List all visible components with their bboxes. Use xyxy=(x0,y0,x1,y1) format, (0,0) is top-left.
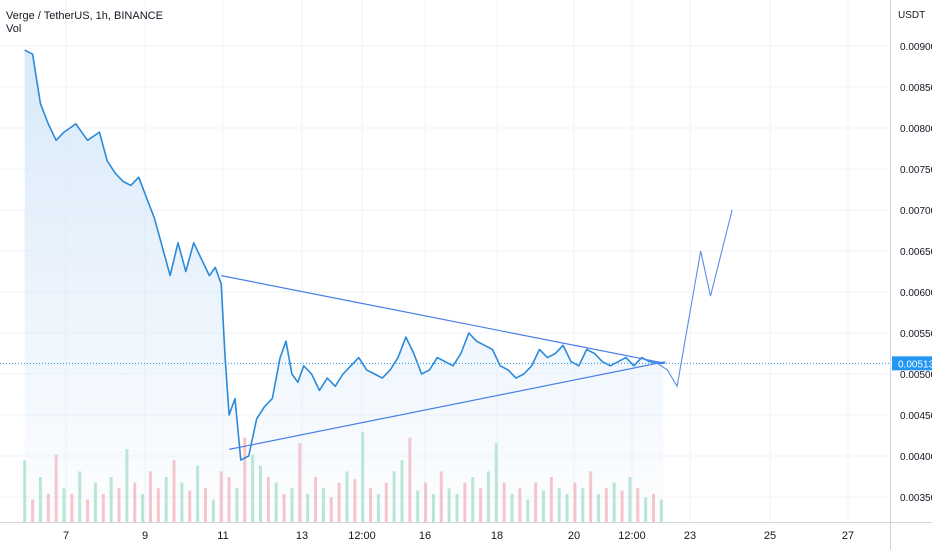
price-line[interactable] xyxy=(24,49,664,461)
price-area-fill xyxy=(24,50,664,522)
time-tick-label: 20 xyxy=(568,530,580,542)
time-tick-label: 7 xyxy=(63,530,69,542)
price-unit-label: USDT xyxy=(898,10,926,21)
time-tick-label: 25 xyxy=(764,530,776,542)
time-tick-label: 13 xyxy=(296,530,308,542)
time-tick-label: 16 xyxy=(419,530,431,542)
projection-path[interactable] xyxy=(657,209,733,388)
lower-trendline[interactable] xyxy=(228,361,666,450)
time-tick-label: 23 xyxy=(684,530,696,542)
time-tick-label: 12:00 xyxy=(618,530,646,542)
last-price-badge xyxy=(892,356,932,371)
last-price-label: 0.00513 xyxy=(898,359,932,370)
symbol-title: Verge / TetherUS, 1h, BINANCE xyxy=(6,10,163,22)
time-tick-label: 12:00 xyxy=(348,530,376,542)
legend: Verge / TetherUS, 1h, BINANCE Vol xyxy=(6,10,163,36)
time-tick-label: 11 xyxy=(217,530,228,542)
upper-trendline[interactable] xyxy=(221,275,666,364)
volume-indicator-label[interactable]: Vol xyxy=(6,23,22,35)
time-tick-label: 9 xyxy=(142,530,148,542)
time-tick-label: 18 xyxy=(491,530,503,542)
time-tick-label: 27 xyxy=(842,530,854,542)
